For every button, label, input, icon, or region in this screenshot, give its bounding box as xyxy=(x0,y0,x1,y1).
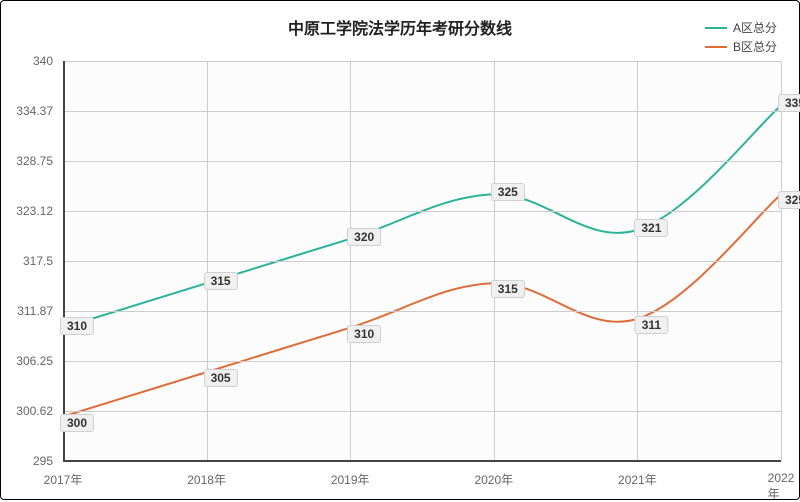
y-tick-label: 328.75 xyxy=(16,154,53,168)
y-tick-label: 295 xyxy=(33,454,53,468)
x-gridline xyxy=(350,61,351,461)
legend-label-b: B区总分 xyxy=(733,38,777,55)
series-line xyxy=(63,105,781,327)
y-gridline xyxy=(63,311,781,312)
data-label: 320 xyxy=(347,228,381,246)
legend-swatch-b xyxy=(705,46,727,48)
series-line xyxy=(63,194,781,416)
y-tick-label: 317.5 xyxy=(23,254,53,268)
data-label: 315 xyxy=(491,280,525,298)
chart-title: 中原工学院法学历年考研分数线 xyxy=(288,15,512,39)
x-tick-label: 2019年 xyxy=(331,471,370,488)
y-gridline xyxy=(63,161,781,162)
legend-item: A区总分 xyxy=(705,19,777,36)
y-tick-label: 323.12 xyxy=(16,204,53,218)
y-gridline xyxy=(63,61,781,62)
data-label: 325 xyxy=(778,191,800,209)
chart-container: 中原工学院法学历年考研分数线 A区总分 B区总分 295300.62306.25… xyxy=(0,0,800,500)
x-tick-label: 2018年 xyxy=(187,471,226,488)
x-gridline xyxy=(781,61,782,461)
data-label: 335 xyxy=(778,94,800,112)
x-tick-label: 2020年 xyxy=(474,471,513,488)
y-gridline xyxy=(63,261,781,262)
legend-swatch-a xyxy=(705,27,727,29)
legend: A区总分 B区总分 xyxy=(705,19,777,57)
y-tick-label: 300.62 xyxy=(16,404,53,418)
x-gridline xyxy=(637,61,638,461)
y-axis xyxy=(63,61,65,461)
legend-item: B区总分 xyxy=(705,38,777,55)
plot-area: 295300.62306.25311.87317.5323.12328.7533… xyxy=(63,61,781,461)
data-label: 325 xyxy=(491,183,525,201)
y-gridline xyxy=(63,111,781,112)
legend-label-a: A区总分 xyxy=(733,19,777,36)
y-gridline xyxy=(63,411,781,412)
x-tick-label: 2017年 xyxy=(44,471,83,488)
x-tick-label: 2022年 xyxy=(768,471,795,502)
y-tick-label: 334.37 xyxy=(16,104,53,118)
data-label: 300 xyxy=(60,414,94,432)
data-label: 315 xyxy=(204,272,238,290)
y-tick-label: 306.25 xyxy=(16,354,53,368)
y-tick-label: 340 xyxy=(33,54,53,68)
y-gridline xyxy=(63,361,781,362)
x-gridline xyxy=(207,61,208,461)
data-label: 310 xyxy=(347,325,381,343)
data-label: 321 xyxy=(634,219,668,237)
data-label: 311 xyxy=(635,316,668,334)
y-tick-label: 311.87 xyxy=(17,304,53,318)
x-gridline xyxy=(494,61,495,461)
data-label: 310 xyxy=(60,317,94,335)
x-axis xyxy=(63,460,781,462)
x-tick-label: 2021年 xyxy=(618,471,657,488)
y-gridline xyxy=(63,211,781,212)
data-label: 305 xyxy=(204,369,238,387)
